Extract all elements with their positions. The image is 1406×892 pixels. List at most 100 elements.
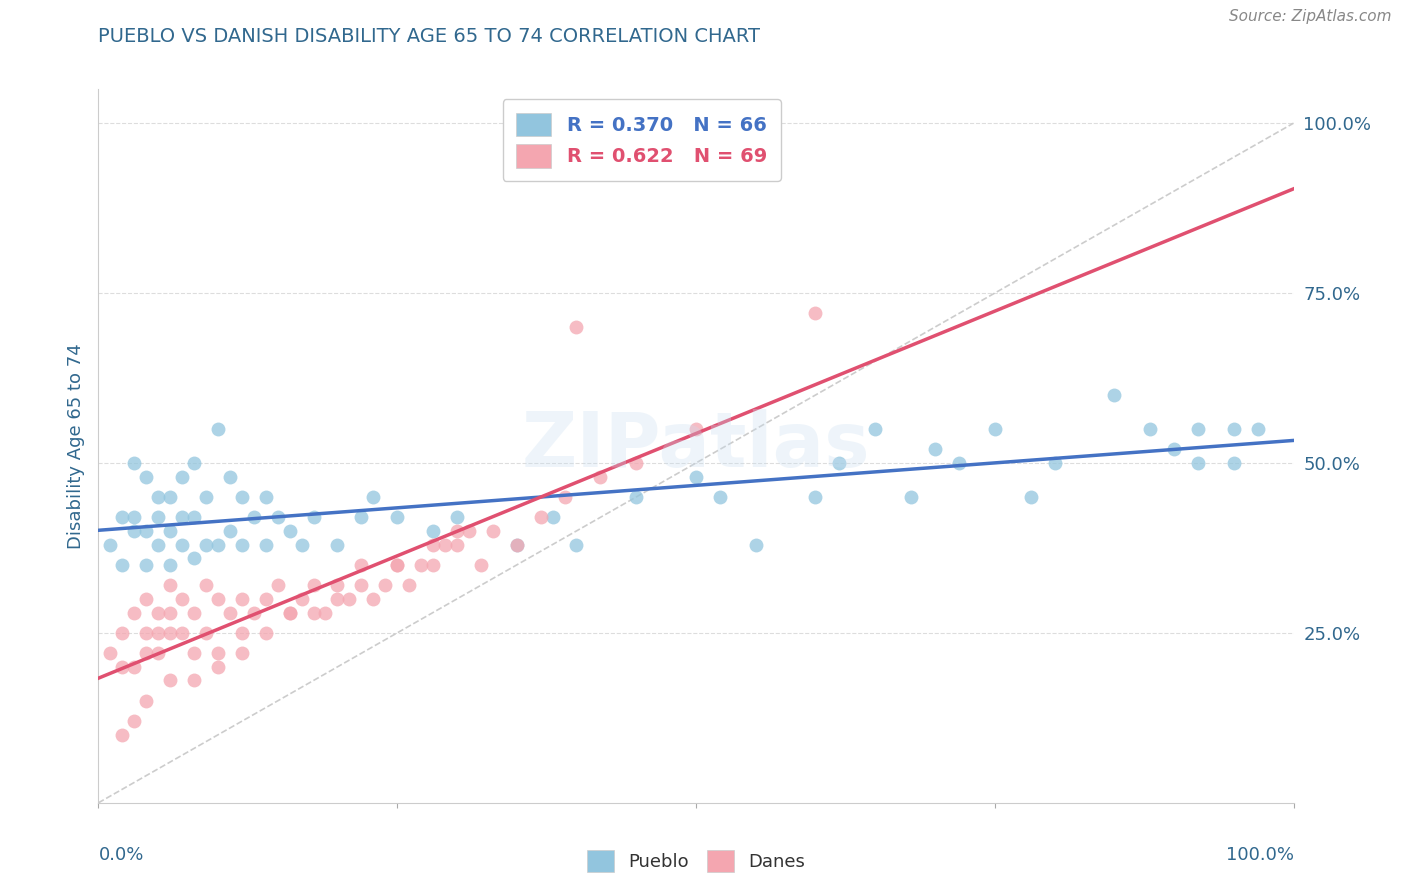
Point bbox=[183, 646, 205, 660]
Point bbox=[326, 537, 349, 551]
Point bbox=[709, 490, 731, 504]
Point bbox=[148, 626, 170, 640]
Point bbox=[804, 490, 827, 504]
Point bbox=[243, 510, 266, 524]
Point bbox=[278, 524, 301, 538]
Point bbox=[422, 537, 444, 551]
Point bbox=[183, 456, 205, 470]
Point bbox=[290, 537, 312, 551]
Point bbox=[302, 578, 325, 592]
Point bbox=[207, 591, 229, 606]
Point bbox=[135, 524, 157, 538]
Point bbox=[159, 558, 181, 572]
Point bbox=[135, 626, 157, 640]
Point bbox=[433, 537, 456, 551]
Point bbox=[422, 524, 444, 538]
Point bbox=[194, 578, 217, 592]
Point bbox=[159, 578, 181, 592]
Point bbox=[207, 422, 229, 436]
Point bbox=[983, 422, 1005, 436]
Point bbox=[446, 537, 468, 551]
Point bbox=[685, 422, 707, 436]
Point bbox=[745, 537, 768, 551]
Point bbox=[124, 524, 146, 538]
Point bbox=[207, 646, 229, 660]
Point bbox=[135, 558, 157, 572]
Point bbox=[231, 490, 253, 504]
Point bbox=[124, 606, 146, 620]
Point bbox=[1222, 422, 1246, 436]
Point bbox=[148, 606, 170, 620]
Point bbox=[159, 490, 181, 504]
Point bbox=[900, 490, 922, 504]
Point bbox=[183, 606, 205, 620]
Point bbox=[231, 626, 253, 640]
Point bbox=[1246, 422, 1268, 436]
Point bbox=[172, 510, 194, 524]
Point bbox=[385, 558, 409, 572]
Point bbox=[124, 714, 146, 729]
Point bbox=[183, 673, 205, 688]
Point bbox=[111, 660, 134, 674]
Point bbox=[254, 626, 277, 640]
Point bbox=[98, 646, 122, 660]
Point bbox=[219, 469, 242, 483]
Point bbox=[172, 469, 194, 483]
Point bbox=[350, 510, 373, 524]
Point bbox=[183, 510, 205, 524]
Point bbox=[529, 510, 551, 524]
Point bbox=[159, 524, 181, 538]
Point bbox=[481, 524, 505, 538]
Point bbox=[254, 537, 277, 551]
Point bbox=[159, 626, 181, 640]
Point bbox=[828, 456, 851, 470]
Point bbox=[267, 510, 290, 524]
Point bbox=[350, 578, 373, 592]
Point bbox=[470, 558, 492, 572]
Point bbox=[589, 469, 612, 483]
Legend: Pueblo, Danes: Pueblo, Danes bbox=[579, 843, 813, 880]
Point bbox=[948, 456, 970, 470]
Point bbox=[219, 606, 242, 620]
Point bbox=[1102, 388, 1125, 402]
Point bbox=[624, 490, 647, 504]
Point bbox=[1222, 456, 1246, 470]
Point bbox=[446, 510, 468, 524]
Point bbox=[231, 591, 253, 606]
Point bbox=[278, 606, 301, 620]
Point bbox=[183, 551, 205, 566]
Point bbox=[98, 537, 122, 551]
Point bbox=[363, 591, 385, 606]
Point bbox=[135, 646, 157, 660]
Point bbox=[135, 591, 157, 606]
Y-axis label: Disability Age 65 to 74: Disability Age 65 to 74 bbox=[66, 343, 84, 549]
Point bbox=[194, 490, 217, 504]
Point bbox=[111, 728, 134, 742]
Point bbox=[124, 456, 146, 470]
Point bbox=[207, 537, 229, 551]
Point bbox=[1187, 422, 1209, 436]
Point bbox=[111, 510, 134, 524]
Text: 100.0%: 100.0% bbox=[1226, 846, 1294, 863]
Text: Source: ZipAtlas.com: Source: ZipAtlas.com bbox=[1229, 9, 1392, 24]
Point bbox=[374, 578, 396, 592]
Point bbox=[1019, 490, 1042, 504]
Point bbox=[302, 606, 325, 620]
Point bbox=[111, 626, 134, 640]
Point bbox=[302, 510, 325, 524]
Point bbox=[148, 490, 170, 504]
Point bbox=[254, 591, 277, 606]
Point bbox=[458, 524, 481, 538]
Point bbox=[1043, 456, 1066, 470]
Point bbox=[231, 646, 253, 660]
Text: ZIPatlas: ZIPatlas bbox=[522, 409, 870, 483]
Point bbox=[124, 510, 146, 524]
Text: PUEBLO VS DANISH DISABILITY AGE 65 TO 74 CORRELATION CHART: PUEBLO VS DANISH DISABILITY AGE 65 TO 74… bbox=[98, 27, 761, 45]
Point bbox=[172, 591, 194, 606]
Point bbox=[290, 591, 312, 606]
Point bbox=[135, 469, 157, 483]
Point bbox=[337, 591, 360, 606]
Point bbox=[326, 591, 349, 606]
Point bbox=[446, 524, 468, 538]
Point bbox=[385, 510, 409, 524]
